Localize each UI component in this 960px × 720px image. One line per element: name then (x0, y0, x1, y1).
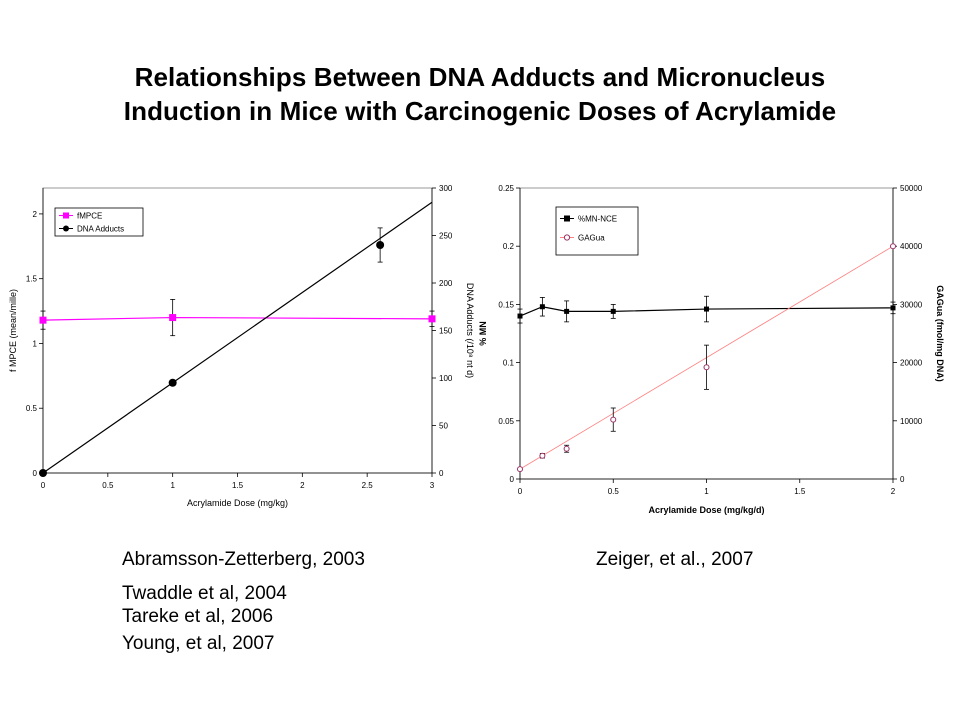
caption-reference-zeiger: Zeiger, et al., 2007 (596, 549, 754, 570)
y-right-tick-label: 150 (439, 327, 453, 336)
y-left-tick-label: 1 (33, 339, 38, 348)
data-point-gagua (517, 466, 523, 473)
x-tick-label: 1.5 (794, 487, 806, 496)
legend-marker-gagua (563, 234, 571, 241)
y-left-tick-label: 0.2 (503, 242, 515, 251)
y-right-axis-title: GAGua (fmol/mg DNA) (935, 285, 945, 382)
data-point-dna-adducts (376, 241, 385, 249)
series-line-mn-nce (519, 306, 894, 317)
y-left-tick-label: 1.5 (26, 275, 38, 284)
y-right-tick-label: 20000 (900, 359, 923, 368)
y-right-tick-label: 200 (439, 279, 453, 288)
x-axis-title: Acrylamide Dose (mg/kg/d) (648, 505, 764, 515)
data-point-fmpce (169, 314, 177, 322)
x-tick-label: 1 (170, 481, 175, 490)
caption-reference-2: Twaddle et al, 2004 (122, 583, 287, 604)
y-right-tick-label: 50 (439, 422, 448, 431)
y-right-tick-label: 100 (439, 374, 453, 383)
data-point-dna-adducts (39, 469, 47, 477)
data-point-gagua (703, 364, 710, 371)
legend-box (54, 207, 144, 237)
y-right-tick-label: 10000 (900, 417, 923, 426)
y-left-tick-label: 0.1 (503, 359, 515, 368)
data-point-fmpce (39, 316, 47, 324)
x-tick-label: 1.5 (232, 481, 244, 490)
data-point-mn-nce (564, 308, 570, 314)
caption-reference-4: Young, et al, 2007 (122, 633, 275, 654)
data-point-mn-nce (890, 305, 896, 311)
data-point-gagua (539, 452, 546, 459)
data-point-gagua (890, 243, 896, 250)
x-axis-title: Acrylamide Dose (mg/kg) (187, 498, 288, 508)
data-point-mn-nce (704, 306, 709, 312)
y-left-axis-title: % MN (478, 321, 488, 346)
slide-title: Relationships Between DNA Adducts and Mi… (0, 60, 960, 128)
x-tick-label: 2 (891, 487, 896, 496)
y-left-tick-label: 0 (510, 475, 515, 484)
y-left-tick-label: 0 (33, 469, 38, 478)
trendline-dna-adducts (42, 201, 433, 474)
caption-reference-1: Abramsson-Zetterberg, 2003 (122, 549, 365, 570)
slide-title-line-2: Induction in Mice with Carcinogenic Dose… (123, 96, 837, 126)
data-point-dna-adducts (168, 378, 177, 387)
data-point-fmpce (428, 315, 436, 323)
y-left-tick-label: 0.15 (498, 300, 514, 309)
data-point-mn-nce (539, 304, 545, 310)
caption-reference-3: Tareke et al, 2006 (122, 606, 274, 627)
legend-box (555, 206, 639, 256)
legend-label-mn-nce: %MN-NCE (578, 215, 617, 224)
y-right-tick-label: 0 (900, 475, 905, 484)
y-left-tick-label: 0.25 (498, 184, 514, 193)
legend-marker-dna-adducts (63, 225, 69, 232)
y-right-tick-label: 50000 (900, 184, 923, 193)
y-left-axis-title: f MPCE (mean/mille) (8, 289, 18, 372)
y-right-tick-label: 300 (439, 184, 453, 193)
x-tick-label: 2.5 (362, 481, 374, 490)
x-tick-label: 0 (41, 481, 46, 490)
y-right-tick-label: 30000 (900, 300, 923, 309)
legend-marker-mn-nce (564, 215, 570, 222)
y-right-tick-label: 250 (439, 232, 453, 241)
y-left-tick-label: 0.05 (498, 417, 514, 426)
y-right-axis-title: DNA Adducts (/10⁸ nt d) (465, 283, 475, 378)
data-point-mn-nce (610, 308, 616, 314)
data-point-mn-nce (517, 313, 523, 319)
legend-label-dna-adducts: DNA Adducts (77, 225, 124, 234)
x-tick-label: 0.5 (102, 481, 114, 490)
x-tick-label: 0 (518, 487, 523, 496)
data-point-gagua (610, 416, 617, 423)
legend-label-gagua: GAGua (578, 234, 605, 243)
y-right-tick-label: 0 (439, 469, 444, 478)
x-tick-label: 1 (704, 487, 709, 496)
x-tick-label: 3 (430, 481, 435, 490)
slide-title-line-1: Relationships Between DNA Adducts and Mi… (134, 62, 826, 92)
y-right-tick-label: 40000 (900, 242, 923, 251)
x-tick-label: 2 (300, 481, 305, 490)
data-point-gagua (563, 445, 570, 452)
legend-label-fmpce: fMPCE (77, 212, 102, 221)
y-left-tick-label: 2 (33, 210, 38, 219)
series-line-fmpce (42, 316, 433, 321)
chart-acrylamide-fmpce-dna-adducts: 0 0.5 1 1.5 2 2.5 300.511.52050100150200250300… (8, 184, 475, 508)
y-left-tick-label: 0.5 (26, 404, 38, 413)
chart-acrylamide-mn-gagua: 0 0.5 1 1.5 200.050.10.150.20.25010000200003… (478, 184, 945, 515)
x-tick-label: 0.5 (608, 487, 620, 496)
legend-marker-fmpce (63, 212, 69, 219)
